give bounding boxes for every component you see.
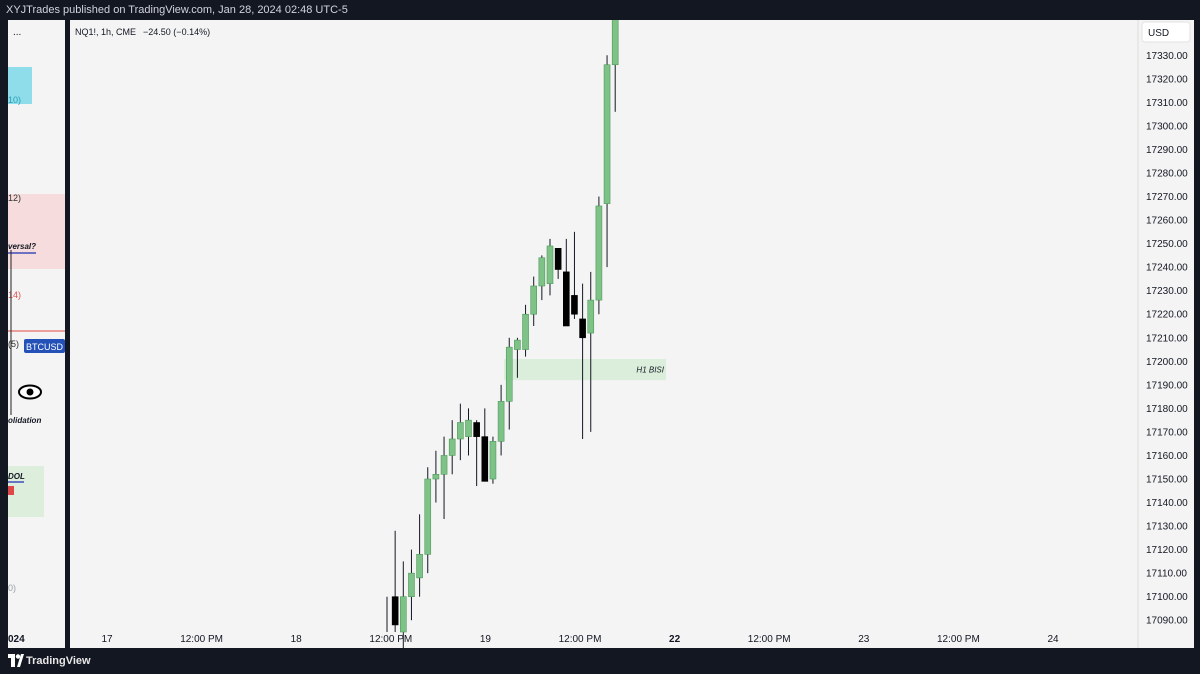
- left-label-dol: DOL: [8, 472, 25, 481]
- candle-body: [391, 596, 399, 626]
- y-tick-label: 17210.00: [1146, 333, 1188, 344]
- pink-zone: [8, 194, 65, 269]
- panel-divider: [65, 20, 70, 648]
- left-label-12: 12): [8, 193, 21, 203]
- x-tick-label: 12:00 PM: [559, 634, 602, 645]
- left-label-10: 10): [8, 95, 21, 105]
- candle-body: [530, 285, 538, 315]
- x-tick-label: 19: [480, 634, 492, 645]
- candle-body: [562, 271, 570, 327]
- left-border: [0, 20, 8, 648]
- left-label-14: 14): [8, 290, 21, 300]
- currency-selector[interactable]: USD: [1141, 21, 1191, 43]
- x-tick-label: 17: [101, 634, 113, 645]
- candle-body: [579, 318, 586, 339]
- candle-body: [473, 422, 480, 437]
- candle-body: [514, 339, 521, 350]
- y-tick-label: 17140.00: [1146, 498, 1188, 509]
- left-chart-pane[interactable]: ... 10) 12) versal? 14) (5) BTCUSD olida…: [8, 20, 65, 648]
- y-tick-label: 17320.00: [1146, 74, 1188, 85]
- footer-bar: TradingView: [0, 648, 1200, 674]
- left-label-reversal: versal?: [8, 242, 36, 251]
- y-tick-label: 17260.00: [1146, 216, 1188, 227]
- candle-body: [595, 205, 603, 301]
- candle-body: [587, 299, 595, 334]
- candle-body: [481, 436, 489, 482]
- candle-body: [399, 596, 407, 633]
- y-tick-label: 17130.00: [1146, 522, 1188, 533]
- cyan-zone: [8, 67, 32, 104]
- pane-menu-dots[interactable]: ...: [13, 27, 21, 38]
- y-tick-label: 17240.00: [1146, 263, 1188, 274]
- candle-body: [408, 572, 415, 597]
- left-label-5: (5): [8, 339, 19, 349]
- candle-body: [522, 313, 529, 350]
- candle-body: [603, 64, 611, 204]
- x-tick-label: 18: [291, 634, 303, 645]
- y-tick-label: 17090.00: [1146, 616, 1188, 627]
- x-tick-label: 24: [1047, 634, 1059, 645]
- y-tick-label: 17300.00: [1146, 121, 1188, 132]
- y-tick-label: 17230.00: [1146, 286, 1188, 297]
- symbol-info: NQ1!, 1h, CME −24.50 (−0.14%): [75, 27, 210, 37]
- candle-body: [554, 248, 562, 270]
- candle-body: [489, 441, 497, 480]
- candle-body: [416, 554, 423, 579]
- candle-body: [432, 473, 440, 480]
- y-tick-label: 17190.00: [1146, 380, 1188, 391]
- x-tick-label: 23: [858, 634, 870, 645]
- x-tick-label: 12:00 PM: [748, 634, 791, 645]
- y-tick-label: 17120.00: [1146, 545, 1188, 556]
- y-tick-label: 17100.00: [1146, 592, 1188, 603]
- main-chart-pane[interactable]: NQ1!, 1h, CME −24.50 (−0.14%) USD H1 BISI…: [70, 0, 1194, 656]
- candle-body: [424, 478, 432, 555]
- y-tick-label: 17150.00: [1146, 475, 1188, 486]
- right-border: [1194, 20, 1200, 648]
- y-tick-label: 17220.00: [1146, 310, 1188, 321]
- candle-body: [457, 422, 464, 440]
- x-tick-label: 12:00 PM: [180, 634, 223, 645]
- candle-body: [538, 257, 546, 287]
- publish-line: XYJTrades published on TradingView.com, …: [6, 4, 348, 16]
- btcusd-badge[interactable]: [24, 339, 65, 353]
- x-tick-label: 12:00 PM: [369, 634, 412, 645]
- publish-header: XYJTrades published on TradingView.com, …: [0, 0, 1200, 20]
- y-tick-label: 17170.00: [1146, 427, 1188, 438]
- x-tick-label: 12:00 PM: [937, 634, 980, 645]
- candle-body: [497, 401, 505, 442]
- candle-body: [611, 0, 619, 66]
- left-label-0: 0): [8, 583, 16, 593]
- candle-body: [546, 245, 554, 284]
- brand-name: TradingView: [26, 655, 91, 667]
- y-tick-label: 17250.00: [1146, 239, 1188, 250]
- x-tick-label: 22: [669, 634, 681, 645]
- red-marker: [8, 486, 14, 495]
- y-tick-label: 17310.00: [1146, 98, 1188, 109]
- btcusd-badge-label: BTCUSD: [26, 342, 64, 352]
- currency-label: USD: [1148, 28, 1169, 39]
- y-tick-label: 17280.00: [1146, 169, 1188, 180]
- y-tick-label: 17290.00: [1146, 145, 1188, 156]
- y-tick-label: 17160.00: [1146, 451, 1188, 462]
- candle-body: [571, 295, 578, 315]
- left-label-consolidation: olidation: [8, 416, 41, 425]
- left-date-label: 024: [8, 634, 25, 645]
- candle-body: [440, 455, 448, 475]
- candle-body: [505, 346, 513, 402]
- eye-icon[interactable]: [18, 384, 42, 400]
- tradingview-logo-icon: [8, 654, 24, 667]
- h1-bisi-zone: [504, 358, 666, 381]
- candle-body: [465, 419, 472, 437]
- y-tick-label: 17270.00: [1146, 192, 1188, 203]
- h1-bisi-label: H1 BISI: [636, 366, 664, 375]
- y-tick-label: 17180.00: [1146, 404, 1188, 415]
- candle-body: [448, 438, 456, 456]
- y-tick-label: 17330.00: [1146, 51, 1188, 62]
- y-tick-label: 17110.00: [1146, 569, 1187, 580]
- y-tick-label: 17200.00: [1146, 357, 1188, 368]
